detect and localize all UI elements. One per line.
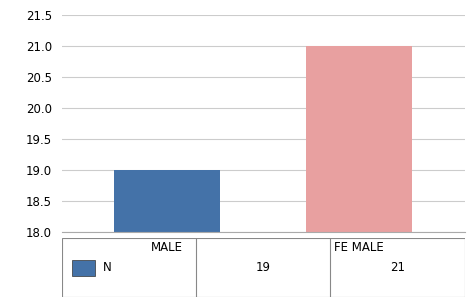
Text: 19: 19 — [255, 261, 271, 274]
Bar — [306, 46, 412, 232]
Bar — [73, 260, 95, 276]
Text: N: N — [103, 261, 112, 274]
Text: 21: 21 — [390, 261, 405, 274]
Bar — [114, 170, 220, 232]
